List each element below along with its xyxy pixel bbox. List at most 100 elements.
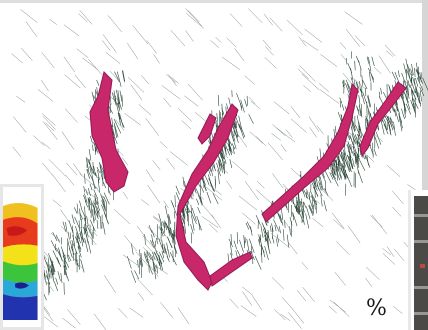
- needle-mark: [216, 162, 221, 177]
- needle-mark: [64, 108, 78, 123]
- needle-mark: [359, 159, 366, 171]
- needle-mark: [248, 96, 256, 104]
- needle-mark: [286, 234, 290, 248]
- needle-mark: [146, 251, 152, 260]
- needle-mark: [187, 83, 203, 101]
- needle-mark: [347, 225, 361, 244]
- needle-mark: [152, 215, 168, 227]
- needle-mark: [169, 252, 177, 266]
- needle-mark: [197, 194, 202, 203]
- needle-mark: [290, 306, 305, 324]
- needle-mark: [289, 226, 291, 236]
- needle-mark: [92, 183, 107, 202]
- needle-mark: [99, 165, 102, 174]
- needle-mark: [201, 216, 219, 228]
- needle-mark: [306, 206, 311, 220]
- needle-mark: [302, 286, 315, 302]
- needle-mark: [92, 144, 94, 152]
- needle-mark: [420, 72, 422, 79]
- needle-mark: [389, 116, 394, 123]
- needle-mark: [238, 195, 258, 211]
- needle-mark: [264, 234, 267, 241]
- needle-mark: [308, 204, 315, 215]
- needle-mark: [405, 58, 408, 66]
- needle-mark: [358, 121, 362, 134]
- needle-mark: [386, 164, 401, 177]
- needle-mark: [47, 264, 50, 280]
- needle-mark: [372, 142, 374, 158]
- needle-mark: [113, 118, 122, 134]
- needle-mark: [124, 112, 141, 126]
- needle-mark: [196, 215, 202, 231]
- needle-mark: [260, 225, 264, 238]
- needle-mark: [139, 258, 142, 266]
- body-right: [261, 82, 359, 223]
- needle-mark: [219, 157, 221, 170]
- needle-mark: [146, 250, 148, 263]
- needle-mark: [121, 70, 125, 83]
- needle-mark: [381, 118, 388, 130]
- needle-mark: [60, 209, 70, 222]
- needle-mark: [289, 216, 293, 226]
- needle-mark: [345, 79, 352, 91]
- needle-mark: [96, 219, 99, 229]
- needle-mark: [418, 92, 421, 107]
- needle-mark: [115, 119, 125, 131]
- needle-mark: [171, 77, 179, 84]
- needle-mark: [89, 219, 96, 232]
- needle-mark: [82, 57, 99, 71]
- needle-mark: [310, 195, 316, 205]
- needle-mark: [389, 120, 394, 131]
- needle-mark: [333, 219, 344, 229]
- needle-mark: [221, 108, 225, 115]
- needle-mark: [240, 99, 245, 113]
- needle-mark: [393, 121, 396, 136]
- needle-mark: [250, 226, 253, 236]
- needle-mark: [185, 8, 203, 27]
- needle-mark: [103, 198, 107, 212]
- needle-mark: [91, 229, 98, 237]
- needle-mark: [230, 234, 232, 244]
- needle-mark: [274, 309, 286, 321]
- needle-mark: [211, 214, 221, 229]
- needle-mark: [339, 153, 344, 161]
- needle-mark: [170, 200, 175, 208]
- needle-mark: [107, 15, 122, 33]
- needle-mark: [93, 313, 107, 330]
- needle-mark: [103, 212, 109, 224]
- needle-mark: [359, 105, 363, 118]
- needle-mark: [406, 79, 409, 96]
- needle-mark: [286, 19, 303, 36]
- needle-mark: [256, 136, 266, 146]
- needle-mark: [249, 131, 264, 144]
- needle-mark: [285, 129, 293, 138]
- needle-mark: [410, 99, 416, 114]
- needle-mark: [259, 234, 262, 241]
- needle-mark: [188, 10, 200, 23]
- needle-mark: [345, 58, 348, 65]
- needle-mark: [201, 177, 207, 191]
- needle-mark: [313, 179, 317, 188]
- needle-mark: [190, 224, 194, 234]
- needle-mark: [361, 75, 363, 86]
- needle-mark: [159, 141, 168, 149]
- needle-mark: [365, 278, 373, 288]
- needle-mark: [67, 231, 70, 240]
- needle-mark: [94, 207, 96, 220]
- needle-mark: [93, 142, 99, 154]
- needle-mark: [64, 270, 70, 282]
- needle-mark: [212, 193, 219, 205]
- heatmap-graphic: [3, 193, 41, 321]
- needle-mark: [12, 146, 22, 157]
- needle-mark: [157, 226, 169, 240]
- needle-mark: [274, 225, 277, 232]
- needle-mark: [339, 101, 341, 108]
- needle-mark: [245, 222, 250, 230]
- needle-mark: [299, 65, 316, 82]
- needle-mark: [57, 271, 61, 282]
- needle-mark: [278, 226, 281, 234]
- needle-mark: [311, 182, 319, 197]
- needle-mark: [288, 312, 302, 329]
- needle-mark: [305, 213, 310, 229]
